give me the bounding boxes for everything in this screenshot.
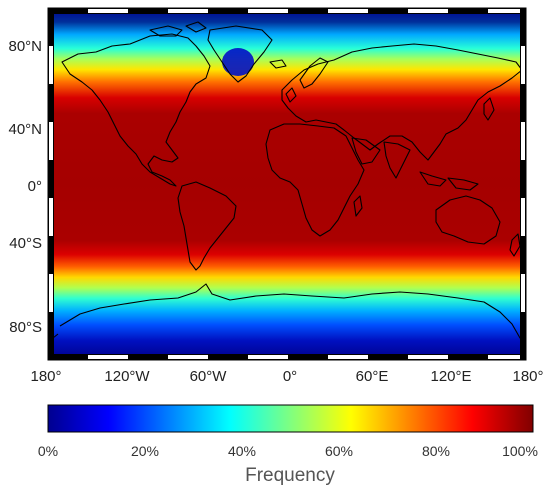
lat-tick-label: 0° <box>28 178 42 195</box>
lat-tick-label: 80°S <box>9 319 42 336</box>
lat-tick-label: 80°N <box>8 38 42 55</box>
colorbar-gradient <box>47 404 534 433</box>
lat-tick-label: 40°N <box>8 121 42 138</box>
lat-tick-label: 40°S <box>9 235 42 252</box>
lon-tick-label: 180° <box>512 368 543 385</box>
colorbar-tick-label: 0% <box>38 443 58 459</box>
colorbar-tick-label: 80% <box>422 443 450 459</box>
colorbar-tick-label: 40% <box>228 443 256 459</box>
lon-tick-label: 0° <box>283 368 297 385</box>
frequency-field <box>48 8 526 360</box>
greenland-low-frequency-area <box>222 48 254 76</box>
colorbar-tick-label: 60% <box>325 443 353 459</box>
colorbar: 0% 20% 40% 60% 80% 100% Frequency <box>38 404 538 486</box>
colorbar-tick-label: 20% <box>131 443 159 459</box>
lon-tick-label: 120°W <box>104 368 150 385</box>
map-frame <box>47 7 527 361</box>
colorbar-title: Frequency <box>245 465 335 486</box>
lon-tick-label: 120°E <box>430 368 471 385</box>
lon-tick-label: 180° <box>30 368 61 385</box>
coastlines <box>48 21 526 345</box>
colorbar-tick-label: 100% <box>502 443 538 459</box>
lon-tick-label: 60°E <box>356 368 389 385</box>
longitude-labels: 180° 120°W 60°W 0° 60°E 120°E 180° <box>30 368 543 385</box>
latitude-labels: 80°N 40°N 0° 40°S 80°S <box>8 38 42 336</box>
lon-tick-label: 60°W <box>190 368 228 385</box>
